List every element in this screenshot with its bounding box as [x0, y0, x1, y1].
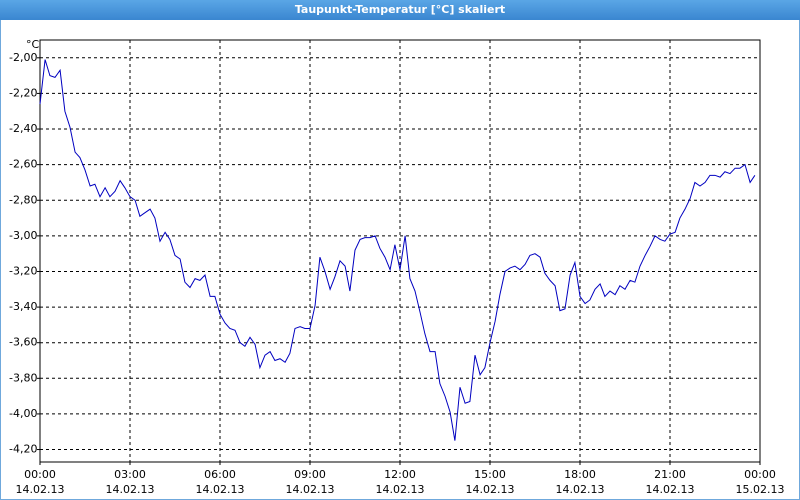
- y-tick-label: -2,60: [9, 158, 37, 171]
- data-line: [39, 59, 756, 441]
- x-tick-label: 00:00: [744, 468, 776, 481]
- x-tick-label: 14.02.13: [376, 483, 425, 496]
- x-tick-label: 14.02.13: [106, 483, 155, 496]
- x-tick-label: 09:00: [294, 468, 326, 481]
- y-axis-label: °C: [26, 38, 40, 51]
- y-tick-label: -3,00: [9, 229, 37, 242]
- x-tick-label: 18:00: [564, 468, 596, 481]
- y-tick-label: -2,80: [9, 193, 37, 206]
- x-tick-label: 06:00: [204, 468, 236, 481]
- x-tick-label: 12:00: [384, 468, 416, 481]
- y-tick-label: -4,20: [9, 443, 37, 456]
- y-tick-label: -3,60: [9, 336, 37, 349]
- x-tick-label: 14.02.13: [16, 483, 65, 496]
- title-bar: [0, 0, 800, 20]
- x-tick-label: 15.02.13: [736, 483, 785, 496]
- x-tick-label: 14.02.13: [466, 483, 515, 496]
- plot-frame: [39, 39, 761, 463]
- y-tick-label: -2,40: [9, 122, 37, 135]
- x-tick-label: 03:00: [114, 468, 146, 481]
- x-tick-label: 14.02.13: [196, 483, 245, 496]
- y-tick-label: -4,00: [9, 407, 37, 420]
- x-tick-label: 15:00: [474, 468, 506, 481]
- plot-area: -2,00 -2,20 -2,40 -2,60 -2,80 -3,00 -3,20 -3,40…: [9, 39, 785, 496]
- x-tick-label: 14.02.13: [646, 483, 695, 496]
- x-tick-label: 14.02.13: [556, 483, 605, 496]
- y-tick-label: -3,40: [9, 300, 37, 313]
- x-tick-label: 14.02.13: [286, 483, 335, 496]
- y-tick-label: -3,80: [9, 371, 37, 384]
- x-tick-label: 21:00: [654, 468, 686, 481]
- y-tick-label: -3,20: [9, 264, 37, 277]
- y-tick-label: -2,20: [9, 86, 37, 99]
- window-title: Taupunkt-Temperatur [°C] skaliert: [295, 3, 505, 16]
- x-tick-label: 00:00: [24, 468, 56, 481]
- y-tick-label: -2,00: [9, 51, 37, 64]
